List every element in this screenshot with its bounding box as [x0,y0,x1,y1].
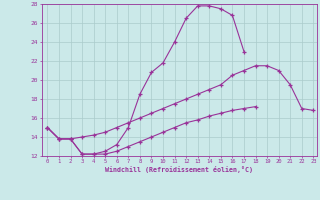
X-axis label: Windchill (Refroidissement éolien,°C): Windchill (Refroidissement éolien,°C) [105,166,253,173]
